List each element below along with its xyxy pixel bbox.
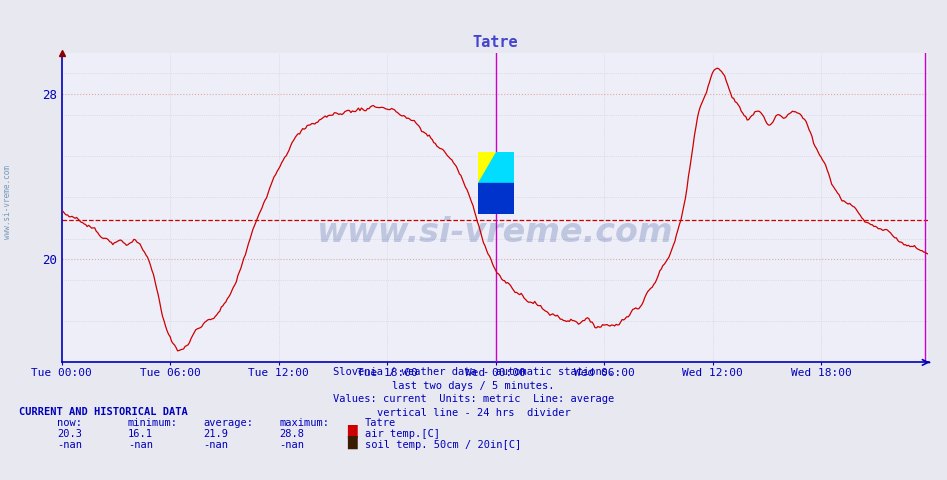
Polygon shape bbox=[477, 183, 513, 214]
Text: CURRENT AND HISTORICAL DATA: CURRENT AND HISTORICAL DATA bbox=[19, 407, 188, 417]
Text: now:: now: bbox=[57, 418, 81, 428]
Text: 16.1: 16.1 bbox=[128, 429, 152, 439]
Text: -nan: -nan bbox=[128, 440, 152, 450]
Text: 20.3: 20.3 bbox=[57, 429, 81, 439]
Text: -nan: -nan bbox=[57, 440, 81, 450]
Text: www.si-vreme.com: www.si-vreme.com bbox=[316, 216, 673, 249]
Text: Values: current  Units: metric  Line: average: Values: current Units: metric Line: aver… bbox=[333, 394, 614, 404]
Text: maximum:: maximum: bbox=[279, 418, 330, 428]
Text: average:: average: bbox=[204, 418, 254, 428]
Text: minimum:: minimum: bbox=[128, 418, 178, 428]
Text: -nan: -nan bbox=[279, 440, 304, 450]
Text: Tatre: Tatre bbox=[365, 418, 396, 428]
Text: 28.8: 28.8 bbox=[279, 429, 304, 439]
Text: air temp.[C]: air temp.[C] bbox=[365, 429, 439, 439]
Text: Slovenia / weather data - automatic stations.: Slovenia / weather data - automatic stat… bbox=[333, 367, 614, 377]
Text: █: █ bbox=[348, 425, 357, 438]
Text: 21.9: 21.9 bbox=[204, 429, 228, 439]
Text: soil temp. 50cm / 20in[C]: soil temp. 50cm / 20in[C] bbox=[365, 440, 521, 450]
Polygon shape bbox=[477, 152, 495, 183]
Text: -nan: -nan bbox=[204, 440, 228, 450]
Text: █: █ bbox=[348, 436, 357, 449]
Text: www.si-vreme.com: www.si-vreme.com bbox=[3, 165, 12, 239]
Text: last two days / 5 minutes.: last two days / 5 minutes. bbox=[392, 381, 555, 391]
Title: Tatre: Tatre bbox=[472, 35, 518, 50]
Text: vertical line - 24 hrs  divider: vertical line - 24 hrs divider bbox=[377, 408, 570, 418]
Polygon shape bbox=[477, 152, 513, 183]
